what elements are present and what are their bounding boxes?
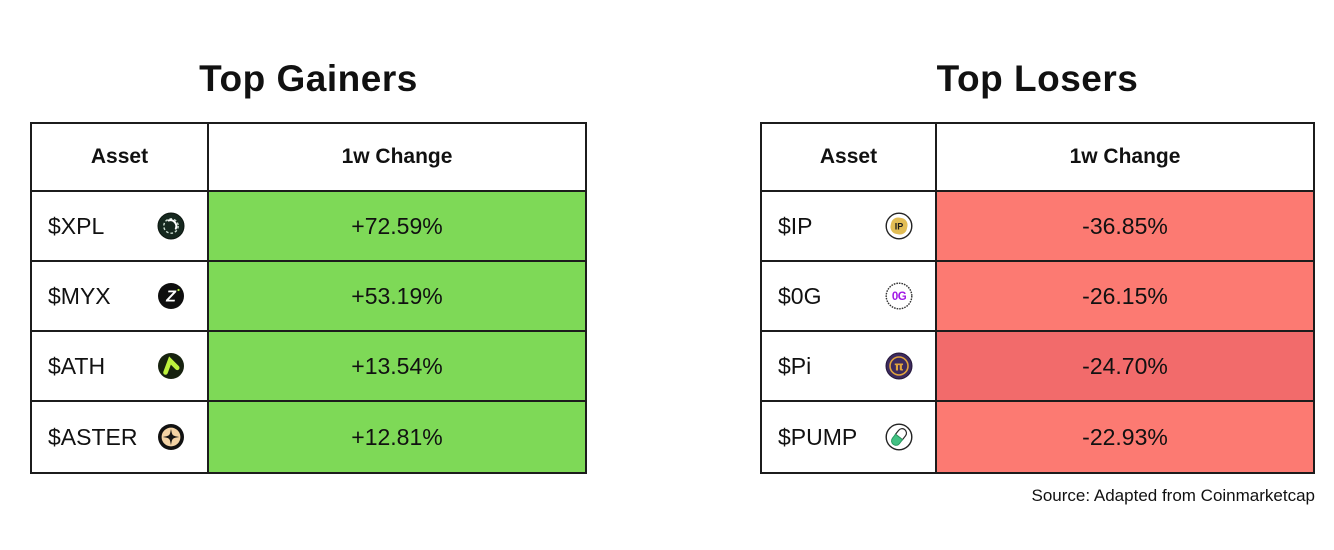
table-row-asset: $XPL <box>32 192 209 262</box>
asset-ticker: $0G <box>778 282 822 309</box>
asset-ticker: $ATH <box>48 352 106 379</box>
change-cell: +72.59% <box>209 192 585 262</box>
asset-ticker: $MYX <box>48 282 111 309</box>
myx-coin-icon: Z <box>157 282 185 310</box>
table-row-asset: $ASTER <box>32 402 209 472</box>
change-cell: +53.19% <box>209 262 585 332</box>
0g-coin-icon: 0G <box>885 282 913 310</box>
table-row-asset: $Pi π <box>762 332 937 402</box>
change-cell: -26.15% <box>937 262 1313 332</box>
xpl-coin-icon <box>157 212 185 240</box>
svg-text:IP: IP <box>895 222 904 232</box>
change-cell: -24.70% <box>937 332 1313 402</box>
table-row-asset: $0G 0G <box>762 262 937 332</box>
change-cell: +12.81% <box>209 402 585 472</box>
gainers-table: Asset 1w Change $XPL +72.59% $MYX Z <box>30 122 587 474</box>
svg-text:Z: Z <box>165 289 177 306</box>
asset-ticker: $PUMP <box>778 423 858 450</box>
asset-ticker: $ASTER <box>48 423 138 450</box>
table-row-asset: $IP IP <box>762 192 937 262</box>
change-cell: -36.85% <box>937 192 1313 262</box>
gainers-title: Top Gainers <box>199 58 418 99</box>
aster-coin-icon <box>157 423 185 451</box>
change-cell: -22.93% <box>937 402 1313 472</box>
table-row-asset: $MYX Z <box>32 262 209 332</box>
losers-table: Asset 1w Change $IP IP -36.85% $0G 0G <box>760 122 1315 474</box>
asset-ticker: $Pi <box>778 352 812 379</box>
table-row-asset: $PUMP <box>762 402 937 472</box>
gainers-column-header-change: 1w Change <box>209 124 585 192</box>
ath-coin-icon <box>157 352 185 380</box>
asset-ticker: $IP <box>778 212 813 239</box>
source-note: Source: Adapted from Coinmarketcap <box>1031 486 1315 505</box>
table-row-asset: $ATH <box>32 332 209 402</box>
ip-coin-icon: IP <box>885 212 913 240</box>
pump-coin-icon <box>885 423 913 451</box>
losers-column-header-asset: Asset <box>762 124 937 192</box>
change-cell: +13.54% <box>209 332 585 402</box>
asset-ticker: $XPL <box>48 212 105 239</box>
gainers-column-header-asset: Asset <box>32 124 209 192</box>
losers-column-header-change: 1w Change <box>937 124 1313 192</box>
pi-coin-icon: π <box>885 352 913 380</box>
losers-title: Top Losers <box>936 58 1139 99</box>
svg-text:π: π <box>894 360 904 374</box>
svg-text:0G: 0G <box>892 291 907 303</box>
